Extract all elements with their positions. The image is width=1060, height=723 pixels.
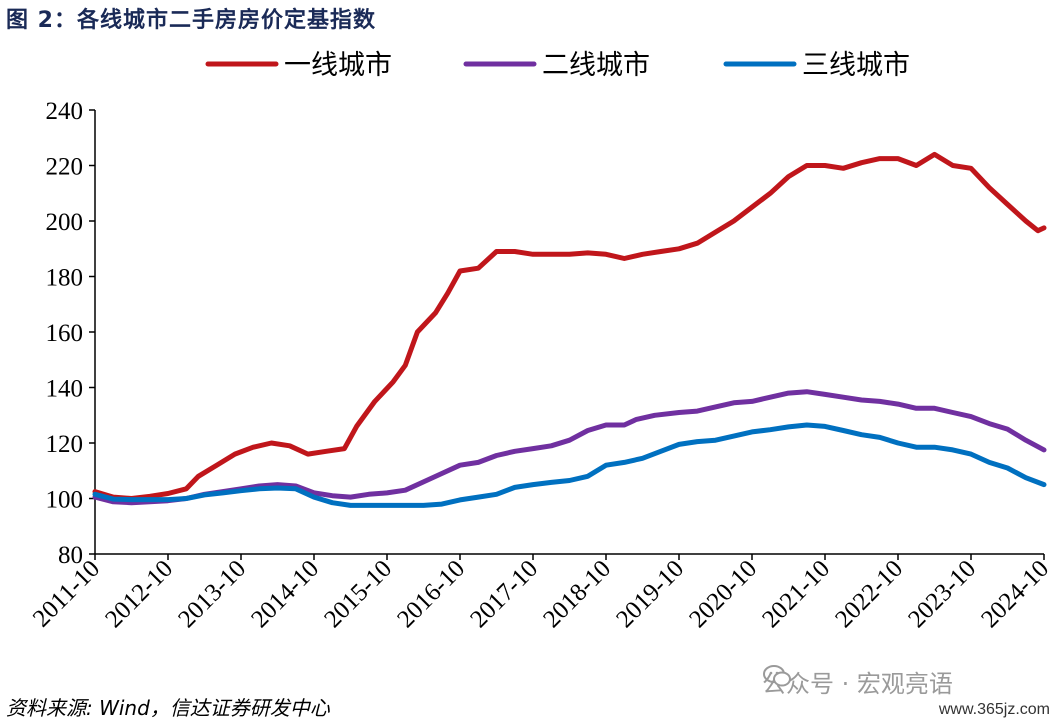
legend-label: 二线城市 [542,50,650,81]
x-tick-label: 2019-10 [611,555,689,633]
x-tick-label: 2016-10 [392,555,470,633]
series-line-3 [92,422,1047,508]
legend-label: 一线城市 [284,50,392,81]
x-tick-label: 2014-10 [246,555,324,633]
y-tick-label: 220 [46,154,84,181]
y-tick-label: 80 [58,542,83,569]
x-tick-label: 2018-10 [538,555,616,633]
y-tick-label: 200 [46,209,84,236]
y-tick-label: 140 [46,376,84,403]
series-line-2 [92,389,1047,506]
site-watermark: www.365jz.com [934,701,1054,719]
x-tick-label: 2024-10 [976,555,1054,633]
watermark: 公众号 · 宏观亮语 [762,664,953,699]
y-tick-label: 160 [46,320,84,347]
watermark-text: 公众号 · 宏观亮语 [762,670,953,698]
x-tick-label: 2017-10 [465,555,543,633]
x-tick-label: 2020-10 [684,555,762,633]
y-tick-label: 120 [46,431,84,458]
x-tick-label: 2021-10 [757,555,835,633]
x-tick-label: 2015-10 [319,555,397,633]
y-tick-label: 100 [46,487,84,514]
series-lines [92,151,1047,508]
x-tick-label: 2013-10 [173,555,251,633]
y-tick-label: 240 [46,98,84,125]
source-note: 资料来源: Wind，信达证券研发中心 [6,696,330,720]
legend-label: 三线城市 [802,50,910,81]
wechat-icon [763,665,791,687]
x-tick-label: 2022-10 [830,555,908,633]
legend: 一线城市 二线城市 三线城市 [205,50,910,81]
y-tick-label: 180 [46,265,84,292]
chart-title: 图 2：各线城市二手房房价定基指数 [6,8,376,33]
axes: 801001201401601802002202402011-102012-10… [28,98,1054,633]
x-tick-label: 2023-10 [903,555,981,633]
x-tick-label: 2012-10 [100,555,178,633]
series-line-1 [92,151,1047,501]
